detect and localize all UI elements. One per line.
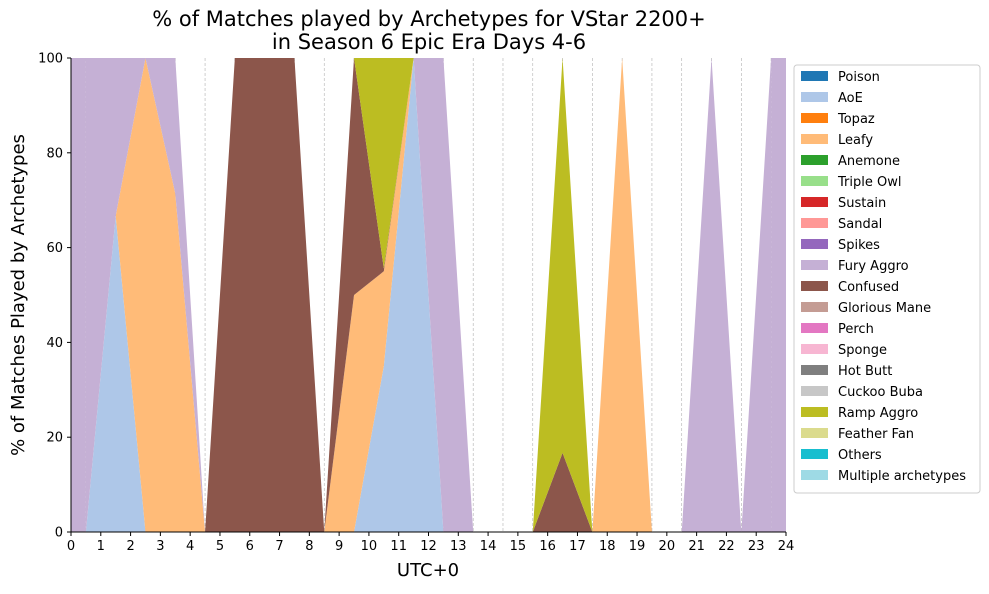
x-tick-label: 13 xyxy=(450,539,467,554)
legend-label-aoe: AoE xyxy=(838,91,863,106)
legend-swatch-others xyxy=(801,449,828,459)
x-tick-label: 16 xyxy=(539,539,556,554)
legend-label-perch: Perch xyxy=(838,322,874,337)
legend-label-poison: Poison xyxy=(838,70,880,85)
legend-label-leafy: Leafy xyxy=(838,133,873,148)
legend-swatch-hot-butt xyxy=(801,365,828,375)
legend-swatch-multiple-archetypes xyxy=(801,470,828,480)
legend-label-fury-aggro: Fury Aggro xyxy=(838,259,909,274)
y-tick-label: 20 xyxy=(46,431,63,446)
legend-swatch-poison xyxy=(801,71,828,81)
x-axis-label: UTC+0 xyxy=(397,560,459,581)
x-tick-label: 3 xyxy=(156,539,164,554)
area-edge-fury-aggro xyxy=(771,58,786,532)
y-tick-label: 60 xyxy=(46,241,63,256)
legend-swatch-feather-fan xyxy=(801,428,828,438)
x-tick-label: 5 xyxy=(216,539,224,554)
x-tick-label: 20 xyxy=(659,539,676,554)
legend-swatch-aoe xyxy=(801,92,828,102)
x-tick-label: 8 xyxy=(305,539,313,554)
y-tick-label: 40 xyxy=(46,336,63,351)
x-tick-label: 17 xyxy=(569,539,586,554)
legend-swatch-sponge xyxy=(801,344,828,354)
legend-swatch-sandal xyxy=(801,218,828,228)
x-tick-label: 21 xyxy=(688,539,705,554)
legend-frame xyxy=(793,64,981,494)
legend-swatch-glorious-mane xyxy=(801,302,828,312)
legend-label-multiple-archetypes: Multiple archetypes xyxy=(838,469,966,484)
legend-swatch-cuckoo-buba xyxy=(801,386,828,396)
legend-swatch-sustain xyxy=(801,197,828,207)
area-aoe xyxy=(85,58,772,532)
area-edge-fury-aggro xyxy=(71,58,86,532)
chart-title-line-2: in Season 6 Epic Era Days 4-6 xyxy=(272,30,586,54)
legend-label-sandal: Sandal xyxy=(838,217,882,232)
legend-label-others: Others xyxy=(838,448,882,463)
legend-swatch-topaz xyxy=(801,113,828,123)
legend-swatch-anemone xyxy=(801,155,828,165)
legend-label-sustain: Sustain xyxy=(838,196,886,211)
x-tick-label: 11 xyxy=(390,539,407,554)
legend-swatch-triple-owl xyxy=(801,176,828,186)
legend-label-topaz: Topaz xyxy=(837,112,875,127)
area-fury-aggro xyxy=(85,58,772,532)
chart-title-line-1: % of Matches played by Archetypes for VS… xyxy=(152,7,706,31)
x-tick-label: 4 xyxy=(186,539,194,554)
legend-label-feather-fan: Feather Fan xyxy=(838,427,914,442)
y-axis-label: % of Matches Played by Archetypes xyxy=(8,134,29,456)
x-tick-label: 0 xyxy=(67,539,75,554)
legend-swatch-perch xyxy=(801,323,828,333)
legend-swatch-fury-aggro xyxy=(801,260,828,270)
area-series xyxy=(71,58,786,532)
legend-swatch-ramp-aggro xyxy=(801,407,828,417)
x-tick-label: 22 xyxy=(718,539,735,554)
x-tick-label: 14 xyxy=(480,539,497,554)
y-tick-label: 100 xyxy=(38,52,63,67)
legend-label-triple-owl: Triple Owl xyxy=(837,175,901,190)
x-tick-label: 23 xyxy=(748,539,765,554)
x-tick-label: 9 xyxy=(335,539,343,554)
area-leafy xyxy=(85,58,772,532)
x-tick-label: 19 xyxy=(629,539,646,554)
legend-label-ramp-aggro: Ramp Aggro xyxy=(838,406,918,421)
legend-label-cuckoo-buba: Cuckoo Buba xyxy=(838,385,923,400)
x-tick-label: 12 xyxy=(420,539,437,554)
x-tick-label: 7 xyxy=(275,539,283,554)
legend-label-spikes: Spikes xyxy=(838,238,880,253)
x-tick-label: 2 xyxy=(126,539,134,554)
legend: Poison AoE Topaz Leafy Anemone Triple Owl Sust… xyxy=(793,64,981,494)
y-tick-label: 80 xyxy=(46,146,63,161)
area-confused xyxy=(85,58,772,532)
x-tick-label: 10 xyxy=(361,539,378,554)
legend-label-sponge: Sponge xyxy=(838,343,887,358)
y-tick-label: 0 xyxy=(55,526,63,541)
x-tick-label: 24 xyxy=(778,539,795,554)
legend-label-anemone: Anemone xyxy=(838,154,900,169)
x-tick-label: 15 xyxy=(510,539,527,554)
legend-label-hot-butt: Hot Butt xyxy=(838,364,892,379)
legend-label-confused: Confused xyxy=(838,280,899,295)
legend-swatch-leafy xyxy=(801,134,828,144)
legend-swatch-confused xyxy=(801,281,828,291)
x-tick-label: 18 xyxy=(599,539,616,554)
legend-swatch-spikes xyxy=(801,239,828,249)
tick-labels: 0 1 2 3 4 5 6 7 8 9 10 11 12 13 14 15 16 17 18 19 20 21 22 23 24… xyxy=(38,52,794,555)
legend-label-glorious-mane: Glorious Mane xyxy=(838,301,931,316)
x-tick-label: 1 xyxy=(97,539,105,554)
x-tick-label: 6 xyxy=(246,539,254,554)
